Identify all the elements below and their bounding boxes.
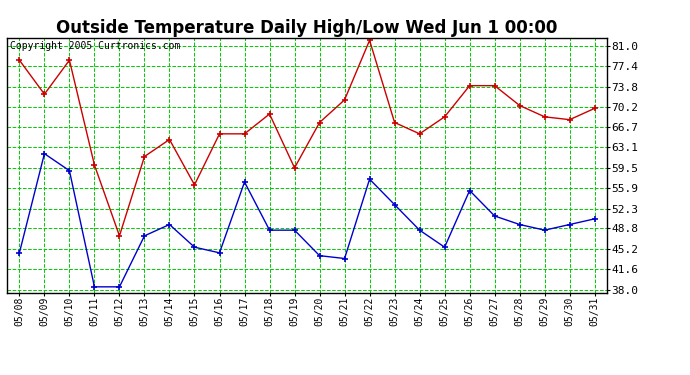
Title: Outside Temperature Daily High/Low Wed Jun 1 00:00: Outside Temperature Daily High/Low Wed J…: [57, 20, 558, 38]
Text: Copyright 2005 Curtronics.com: Copyright 2005 Curtronics.com: [10, 41, 180, 51]
